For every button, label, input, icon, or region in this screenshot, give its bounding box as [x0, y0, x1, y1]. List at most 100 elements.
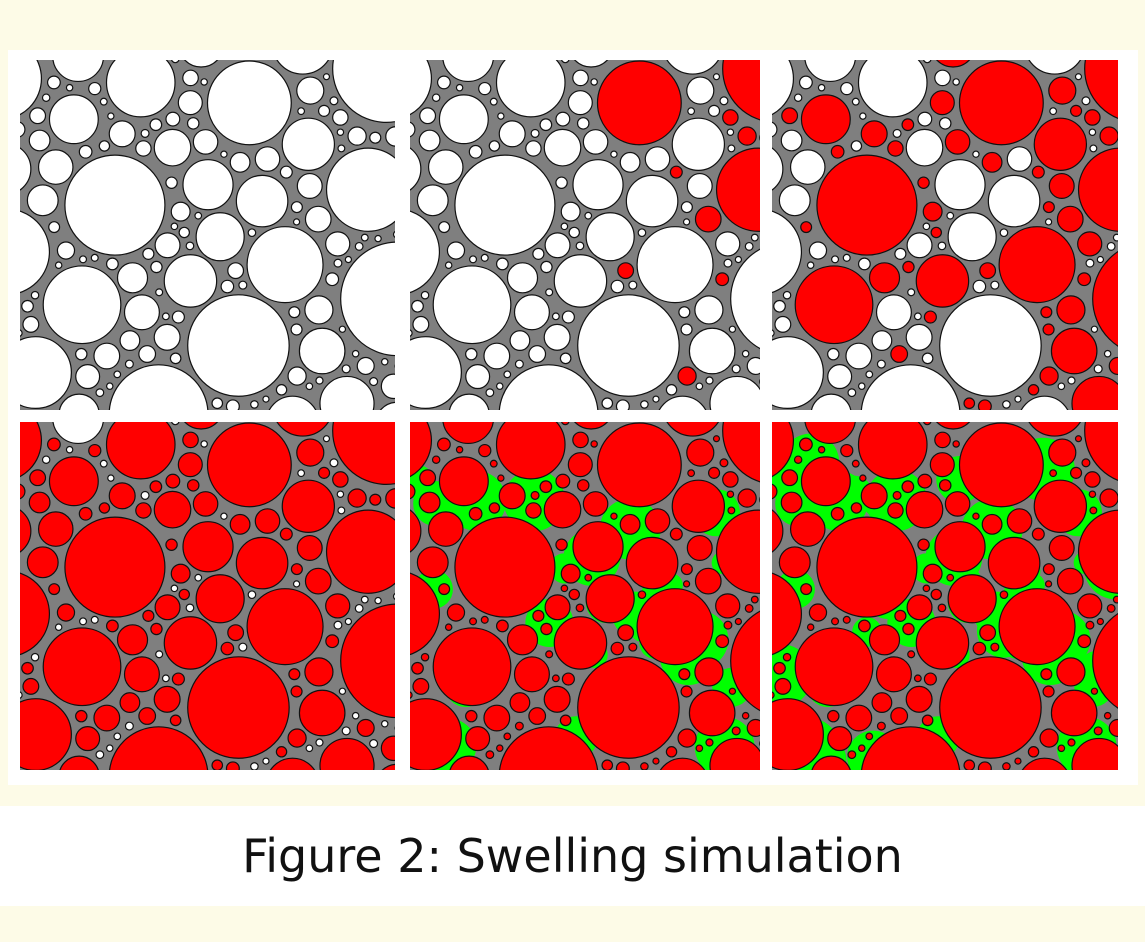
particle: [1078, 635, 1091, 648]
particle: [298, 108, 305, 115]
particle: [327, 510, 410, 593]
particle: [870, 263, 900, 293]
particle: [916, 255, 968, 307]
particle: [964, 398, 974, 408]
particle: [166, 177, 177, 188]
particle: [841, 83, 853, 95]
particle: [626, 537, 677, 588]
particle: [735, 256, 741, 262]
particle: [429, 411, 436, 418]
particle: [795, 94, 802, 101]
particle: [1040, 729, 1058, 747]
particle: [747, 720, 764, 737]
particle: [433, 266, 511, 344]
particle: [846, 343, 872, 369]
particle: [207, 61, 291, 145]
particle: [1058, 383, 1064, 389]
particle: [413, 678, 429, 694]
particle: [930, 22, 975, 67]
particle: [808, 624, 814, 630]
particle: [255, 509, 279, 533]
particle: [906, 686, 932, 712]
particle: [858, 410, 927, 479]
particle: [923, 223, 929, 229]
particle: [601, 779, 618, 796]
particle: [602, 398, 612, 408]
particle: [170, 353, 180, 363]
particle: [616, 762, 629, 775]
particle: [945, 130, 969, 154]
particle: [27, 547, 58, 578]
particle: [320, 738, 374, 792]
particle: [327, 148, 410, 231]
particle: [66, 446, 72, 452]
particle: [31, 41, 37, 47]
particle: [0, 411, 23, 440]
particle: [479, 83, 491, 95]
particle: [370, 132, 381, 143]
particle: [395, 363, 402, 370]
particle: [108, 475, 114, 481]
particle: [125, 722, 133, 730]
particle: [1109, 720, 1126, 737]
particle: [930, 453, 954, 477]
particle: [166, 474, 180, 488]
particle: [724, 259, 732, 267]
particle: [221, 642, 234, 655]
particle: [922, 715, 932, 725]
particle: [935, 432, 950, 447]
particle: [429, 773, 436, 780]
particle: [678, 367, 696, 385]
particle: [1040, 367, 1058, 385]
particle: [497, 258, 509, 270]
particle: [297, 77, 324, 104]
particle: [289, 307, 300, 318]
particle: [490, 98, 497, 105]
particle: [183, 70, 198, 85]
particle: [1050, 470, 1057, 477]
particle: [818, 446, 824, 452]
particle: [626, 175, 677, 226]
particle: [305, 206, 331, 232]
particle: [545, 595, 570, 620]
particle: [201, 79, 207, 85]
particle: [541, 623, 552, 634]
panel: [712, 375, 1145, 800]
particle: [49, 222, 60, 233]
particle: [504, 733, 511, 740]
particle: [236, 175, 287, 226]
particle: [872, 693, 892, 713]
particle: [370, 494, 381, 505]
particle: [940, 657, 1041, 758]
particle: [1051, 328, 1096, 373]
particle: [729, 688, 735, 694]
particle: [578, 480, 589, 491]
particle: [723, 110, 738, 125]
particle: [361, 596, 368, 603]
particle: [106, 48, 175, 117]
particle: [1057, 568, 1083, 594]
particle: [891, 708, 908, 725]
particle: [544, 129, 581, 166]
particle: [724, 621, 732, 629]
particle: [433, 456, 440, 463]
particle: [419, 492, 440, 513]
particle: [540, 481, 552, 493]
particle: [720, 459, 728, 467]
particle: [687, 536, 712, 561]
particle: [573, 70, 588, 85]
particle: [591, 79, 597, 85]
particle: [469, 145, 482, 158]
particle: [738, 489, 756, 507]
particle: [1086, 259, 1094, 267]
particle: [248, 591, 255, 598]
particle: [280, 166, 292, 178]
particle: [66, 84, 72, 90]
particle: [171, 585, 177, 591]
particle: [982, 515, 1002, 535]
particle: [413, 316, 429, 332]
particle: [39, 47, 50, 58]
particle: [843, 616, 850, 623]
particle: [616, 400, 629, 413]
particle: [155, 595, 180, 620]
